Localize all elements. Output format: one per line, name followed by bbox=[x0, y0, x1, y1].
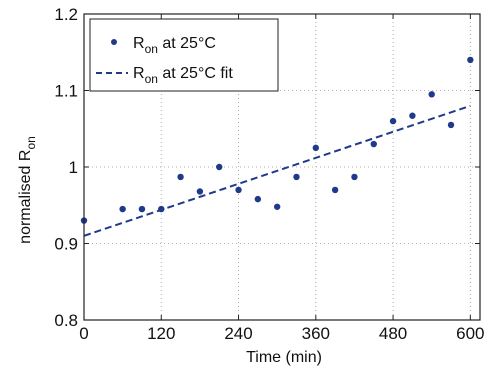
data-point bbox=[351, 173, 358, 181]
grid bbox=[84, 14, 480, 320]
data-point bbox=[177, 173, 184, 181]
y-tick-label: 1 bbox=[69, 158, 78, 177]
x-tick-label: 360 bbox=[302, 324, 330, 343]
data-point bbox=[196, 188, 204, 195]
x-tick-label: 120 bbox=[147, 324, 175, 343]
svg-text:normalised Ron: normalised Ron bbox=[17, 136, 38, 244]
fit-line-layer bbox=[83, 104, 471, 237]
y-axis-label: normalised Ron bbox=[17, 136, 38, 244]
data-point bbox=[409, 112, 416, 119]
y-tick-label: 1.2 bbox=[54, 5, 78, 24]
y-tick-label: 0.9 bbox=[54, 235, 78, 254]
y-tick-label: 0.8 bbox=[54, 311, 78, 330]
x-axis-ticks: 0 120 240 360 480 600 bbox=[79, 14, 485, 343]
y-axis-ticks: 0.8 0.9 1 1.1 1.2 bbox=[54, 5, 480, 330]
legend-marker-dot bbox=[111, 39, 117, 45]
data-point bbox=[216, 163, 223, 171]
data-point bbox=[331, 186, 339, 194]
data-point bbox=[119, 205, 126, 213]
x-tick-label: 600 bbox=[456, 324, 484, 343]
y-axis-label-main: normalised R bbox=[17, 150, 34, 244]
x-tick-label: 0 bbox=[79, 324, 88, 343]
x-tick-label: 480 bbox=[379, 324, 407, 343]
legend-box bbox=[89, 18, 279, 92]
x-tick-label: 240 bbox=[224, 324, 252, 343]
legend-entry-fit: Ron at 25°C fit bbox=[133, 65, 233, 86]
y-tick-label: 1.1 bbox=[54, 82, 78, 101]
data-point bbox=[312, 144, 320, 152]
y-axis-label-sub: on bbox=[24, 136, 38, 149]
data-point bbox=[370, 140, 377, 148]
data-point bbox=[254, 195, 262, 203]
x-axis-label: Time (min) bbox=[246, 349, 322, 366]
fit-line bbox=[83, 104, 471, 237]
legend: Ron at 25°C Ron at 25°C fit bbox=[89, 18, 279, 92]
data-point bbox=[138, 205, 146, 213]
data-point bbox=[293, 173, 300, 181]
data-point bbox=[467, 56, 474, 64]
data-point bbox=[273, 203, 281, 210]
data-point bbox=[447, 121, 455, 129]
data-point bbox=[235, 186, 242, 194]
data-points-layer bbox=[80, 56, 474, 224]
data-point bbox=[428, 91, 435, 98]
data-point bbox=[158, 205, 165, 213]
legend-entry-data: Ron at 25°C bbox=[133, 35, 216, 56]
data-point bbox=[389, 117, 397, 125]
